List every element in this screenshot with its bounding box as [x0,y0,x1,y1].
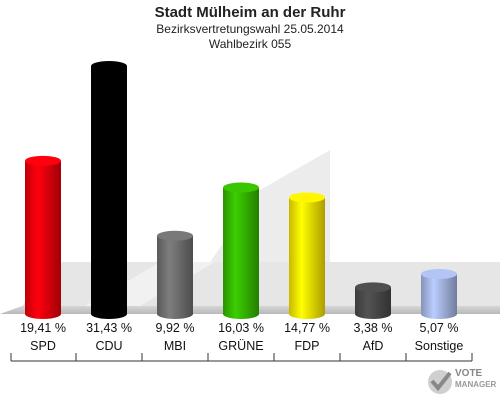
bar-afd [355,282,391,319]
bar-body [355,287,391,319]
bar-fdp [289,192,325,319]
category-label: SPD [30,339,56,353]
bar-body [223,187,259,319]
bar-body [157,235,193,319]
bar-body [25,160,61,319]
value-label: 5,07 % [420,321,459,335]
chart-header: Stadt Mülheim an der Ruhr Bezirksvertret… [0,4,500,52]
bar-spd [25,155,61,319]
value-label: 9,92 % [156,321,195,335]
bars-group [25,61,457,319]
district-label: Wahlbezirk 055 [208,37,292,51]
category-label: FDP [295,339,320,353]
category-label: MBI [164,339,186,353]
logo-manager: MANAGER [455,380,497,389]
bar-body [421,273,457,319]
bar-cap [91,61,127,71]
bar-mbi [157,230,193,319]
bar-cap [421,268,457,279]
value-label: 16,03 % [218,321,264,335]
x-axis [10,353,473,362]
bar-cap [223,182,259,193]
labels-group: 19,41 % SPD 31,43 % CDU 9,92 % MBI 16,03 % GRÜN… [20,321,463,353]
value-label: 19,41 % [20,321,66,335]
bar-cap [289,192,325,203]
bar-body [91,66,127,319]
value-label: 31,43 % [86,321,132,335]
value-label: 3,38 % [354,321,393,335]
chart-title: Stadt Mülheim an der Ruhr [154,4,346,21]
bar-body [289,197,325,319]
check-mark-icon [428,370,452,394]
value-label: 14,77 % [284,321,330,335]
category-label: Sonstige [415,339,464,353]
logo-vote: VOTE [455,368,483,379]
bar-cdu [91,61,127,319]
category-label: CDU [95,339,122,353]
category-label: AfD [363,339,384,353]
bar-grüne [223,182,259,319]
bar-sonstige [421,268,457,319]
chart-subtitle: Bezirksvertretungswahl 25.05.2014 [156,22,344,36]
bar-cap [25,155,61,166]
category-label: GRÜNE [218,339,263,353]
bar-cap [157,230,193,241]
bar-cap [355,282,391,293]
